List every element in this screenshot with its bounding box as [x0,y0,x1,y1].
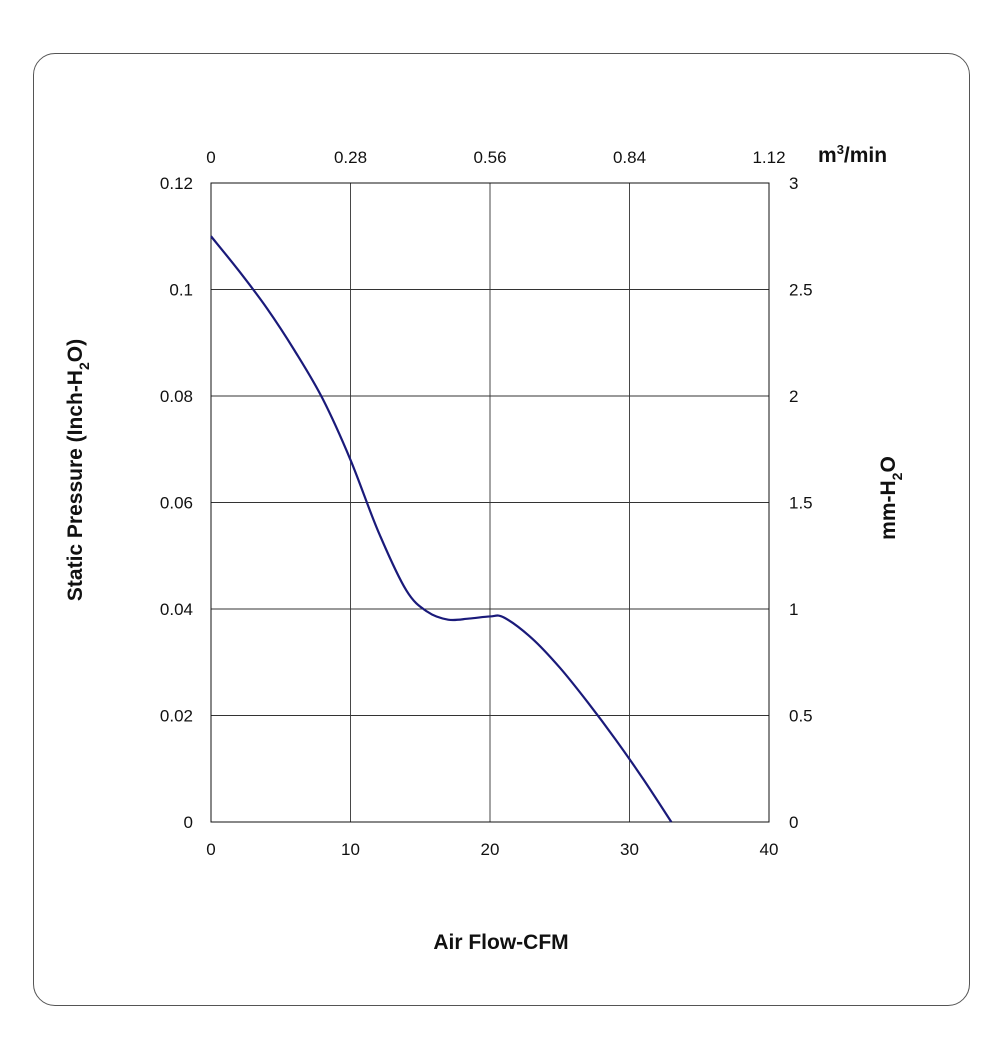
y-tick-label: 0.06 [160,494,193,513]
tick-labels: 0 10 20 30 400 0.28 0.56 0.84 1.1200.020.040.060… [160,148,813,859]
x2-tick-label: 0 [206,148,215,167]
y2-tick-label: 1.5 [789,494,813,513]
x-tick-label: 30 [620,840,639,859]
y-tick-label: 0.04 [160,600,193,619]
y2-axis-title-main: mm-H [877,480,900,540]
x2-tick-label: 0.84 [613,148,646,167]
series-line [210,235,673,823]
x2-axis-title-main: m [818,144,837,167]
x2-tick-label: 0.56 [473,148,506,167]
y2-tick-label: 1 [789,600,798,619]
grid [211,183,769,822]
chart-frame [33,53,970,1006]
x2-tick-label: 1.12 [752,148,785,167]
y2-tick-label: 3 [789,174,798,193]
y-tick-label: 0.12 [160,174,193,193]
y2-tick-label: 0.5 [789,707,813,726]
y-axis-title: Static Pressure (Inch-H2O) [64,339,92,601]
y2-axis-title-tail: O [877,456,900,472]
y-axis-title-main: Static Pressure (Inch-H [64,370,87,601]
y-tick-label: 0.1 [169,281,193,300]
y2-tick-label: 0 [789,813,798,832]
x2-tick-label: 0.28 [334,148,367,167]
x-axis-title: Air Flow-CFM [433,931,568,954]
x-tick-label: 40 [760,840,779,859]
y-tick-label: 0 [184,813,193,832]
y-tick-label: 0.08 [160,387,193,406]
x2-axis-title-tail: /min [844,144,887,167]
x2-axis-title: m3/min [818,142,887,167]
y2-axis-title-sub: 2 [889,472,905,480]
x-tick-label: 10 [341,840,360,859]
y2-tick-label: 2.5 [789,281,813,300]
y2-axis-title: mm-H2O [877,456,905,540]
y-axis-title-tail: O) [64,339,87,362]
x2-axis-title-sup: 3 [837,142,844,157]
x-tick-label: 0 [206,840,215,859]
x-tick-label: 20 [481,840,500,859]
y-tick-label: 0.02 [160,707,193,726]
y2-tick-label: 2 [789,387,798,406]
y-axis-title-sub: 2 [76,362,92,370]
plot-area-border [210,182,770,823]
